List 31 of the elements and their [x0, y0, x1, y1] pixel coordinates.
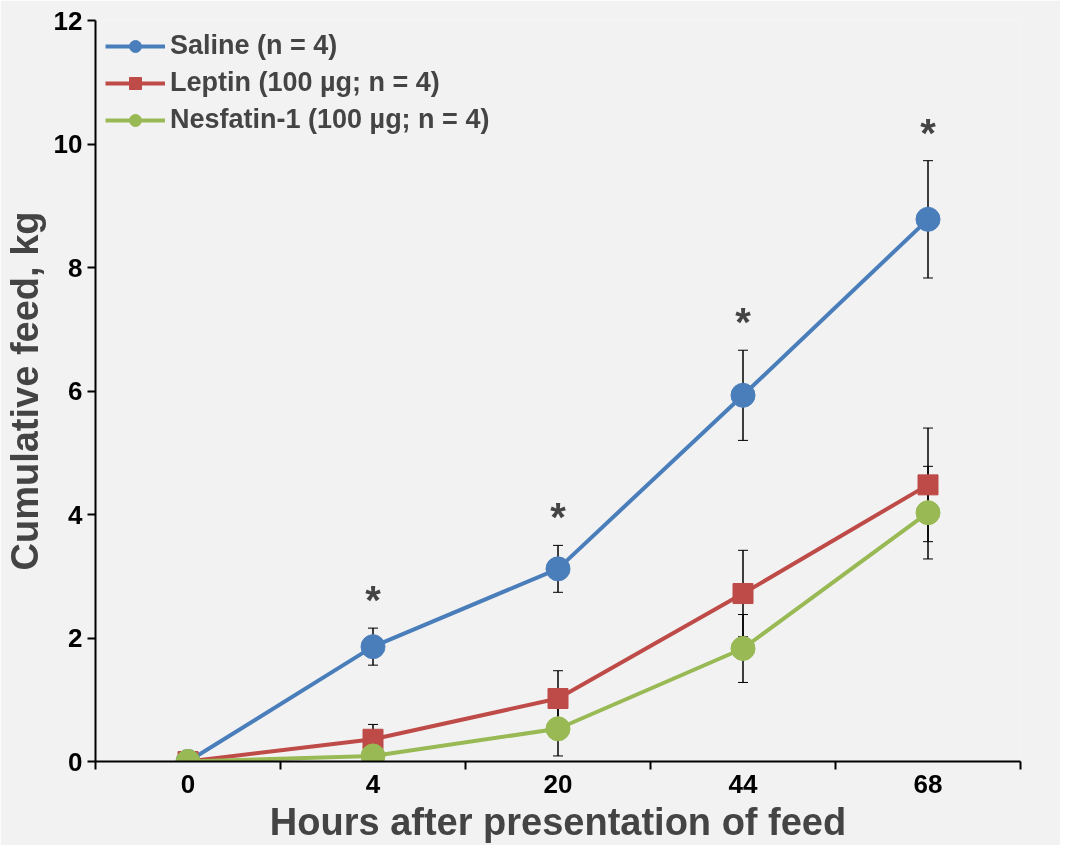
legend-label: Saline (n = 4): [170, 30, 338, 61]
point: [547, 688, 569, 710]
legend-label: Leptin (100 µg; n = 4): [170, 67, 440, 98]
annotation: *: [735, 300, 752, 345]
x-tick-label: 44: [728, 768, 758, 799]
y-tick-label: 2: [68, 623, 83, 653]
annotation: *: [550, 495, 567, 540]
point: [730, 382, 756, 408]
y-axis-title: Cumulative feed, kg: [3, 211, 46, 571]
point: [917, 474, 939, 496]
annotation: *: [365, 578, 382, 623]
annotation: *: [920, 110, 937, 155]
x-tick-label: 0: [180, 768, 196, 799]
y-tick-label: 6: [68, 376, 83, 406]
y-tick-label: 0: [68, 746, 83, 777]
legend-label: Nesfatin-1 (100 µg; n = 4): [170, 104, 490, 135]
point: [915, 500, 941, 526]
point: [732, 583, 754, 605]
point: [915, 206, 941, 232]
x-tick-label: 20: [543, 768, 573, 799]
point: [545, 556, 571, 582]
y-tick-label: 10: [53, 129, 83, 159]
x-tick-label: 68: [913, 768, 943, 799]
y-tick-label: 8: [68, 252, 83, 283]
point: [360, 634, 386, 660]
point: [545, 716, 571, 742]
y-tick-label: 12: [53, 5, 83, 36]
point: [730, 636, 756, 661]
x-axis-title: Hours after presentation of feed: [269, 800, 847, 843]
x-tick-label: 4: [365, 768, 381, 799]
y-tick-label: 4: [68, 499, 84, 530]
